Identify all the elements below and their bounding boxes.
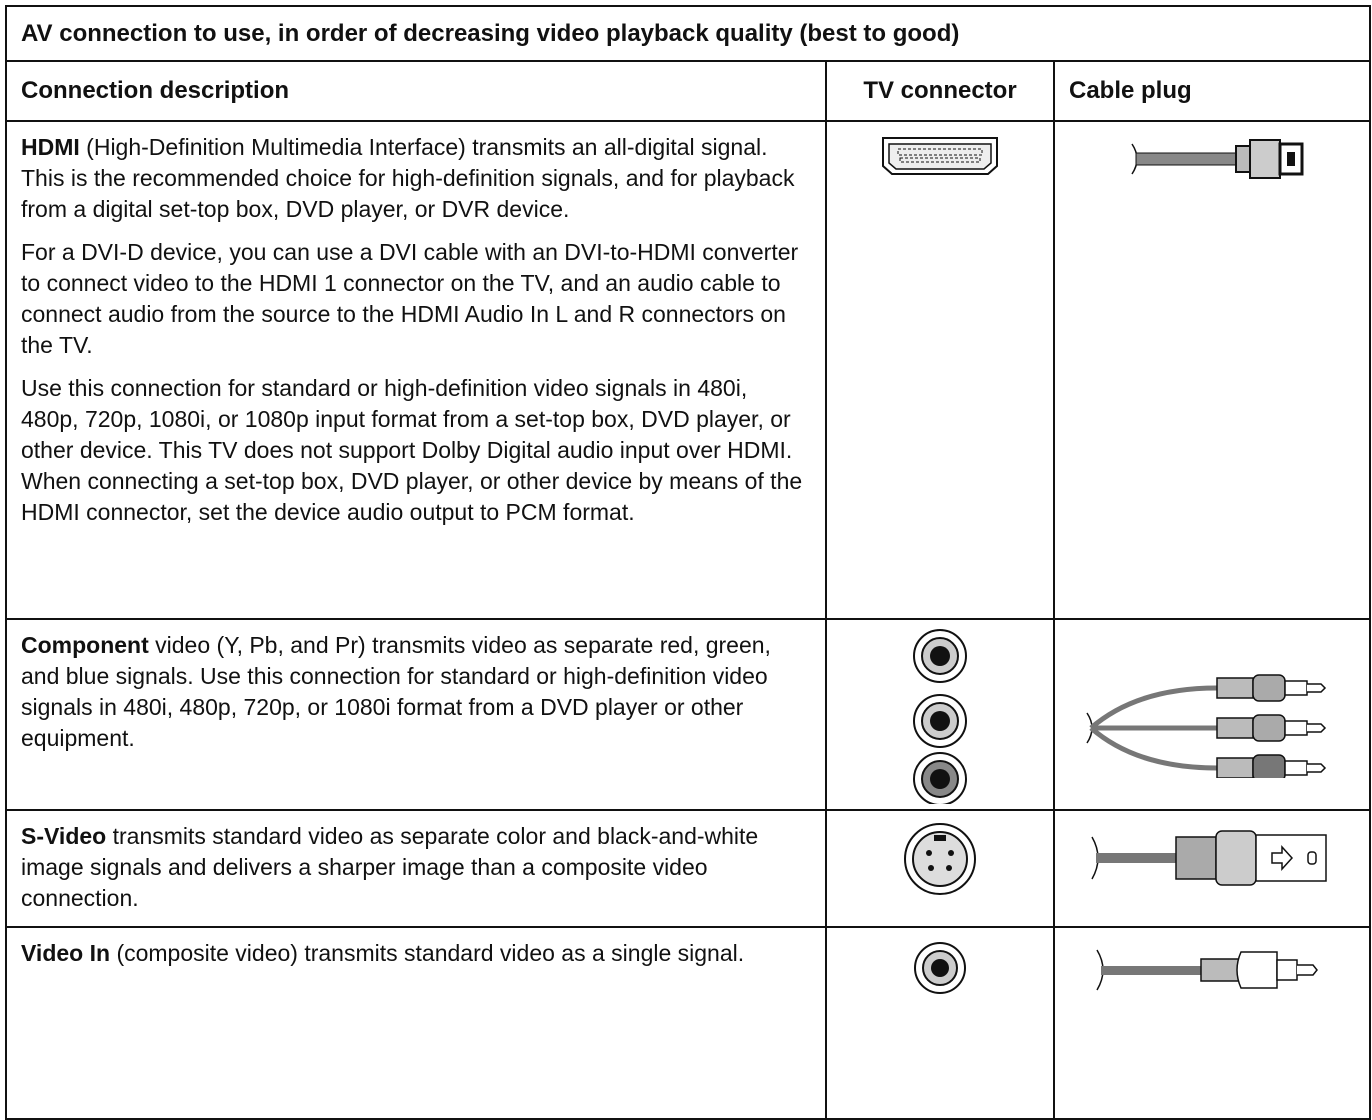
tv-connector: [825, 618, 1055, 811]
table-title: AV connection to use, in order of decrea…: [4, 5, 1372, 62]
text: (High-Definition Multimedia Interface) t…: [21, 134, 795, 222]
description: Component video (Y, Pb, and Pr) transmit…: [5, 618, 827, 811]
header-cell: Connection description: [5, 60, 827, 122]
description: HDMI (High-Definition Multimedia Interfa…: [5, 120, 827, 620]
description: Video In (composite video) transmits sta…: [5, 926, 827, 1120]
paragraph: Use this connection for standard or high…: [21, 375, 803, 525]
tv-connector: [825, 809, 1055, 928]
lead: HDMI: [21, 134, 80, 160]
component-port-icon: [913, 629, 967, 804]
header-row: Connection description TV connector Cabl…: [5, 60, 1372, 122]
lead: Video In: [21, 940, 111, 966]
header-cell: Cable plug: [1052, 60, 1372, 122]
cable-plug: [1052, 926, 1372, 1120]
s-video-plug-icon: [1091, 830, 1327, 886]
row: HDMI (High-Definition Multimedia Interfa…: [5, 120, 1372, 620]
text: transmits standard video as separate col…: [21, 823, 759, 911]
paragraph: HDMI (High-Definition Multimedia Interfa…: [21, 132, 811, 225]
tv-connector: [825, 120, 1055, 620]
tv-connector: [825, 926, 1055, 1120]
s-video-port-icon: [904, 823, 976, 895]
row: S-Video transmits standard video as sepa…: [5, 809, 1372, 928]
lead: Component: [21, 632, 149, 658]
row: Video In (composite video) transmits sta…: [5, 926, 1372, 1120]
row: Component video (Y, Pb, and Pr) transmit…: [5, 618, 1372, 811]
component-plug-icon: [1086, 674, 1327, 778]
header-cell: TV connector: [825, 60, 1055, 122]
cable-plug: [1052, 618, 1372, 811]
paragraph: Video In (composite video) transmits sta…: [21, 938, 811, 969]
cable-plug: [1052, 809, 1372, 928]
hdmi-port-icon: [882, 137, 998, 175]
paragraph: Component video (Y, Pb, and Pr) transmit…: [21, 630, 811, 754]
paragraph: For a DVI-D device, you can use a DVI ca…: [21, 239, 799, 358]
connection-table: AV connection to use, in order of decrea…: [4, 5, 1372, 1120]
hdmi-plug-icon: [1131, 139, 1304, 179]
description: S-Video transmits standard video as sepa…: [5, 809, 827, 928]
lead: S-Video: [21, 823, 107, 849]
video-plug-icon: [1096, 949, 1318, 991]
text: (composite video) transmits standard vid…: [116, 940, 745, 966]
video-port-icon: [914, 942, 966, 994]
title-row: AV connection to use, in order of decrea…: [4, 5, 1372, 62]
cable-plug: [1052, 120, 1372, 620]
paragraph: S-Video transmits standard video as sepa…: [21, 821, 811, 914]
text: video (Y, Pb, and Pr) transmits video as…: [21, 632, 771, 751]
